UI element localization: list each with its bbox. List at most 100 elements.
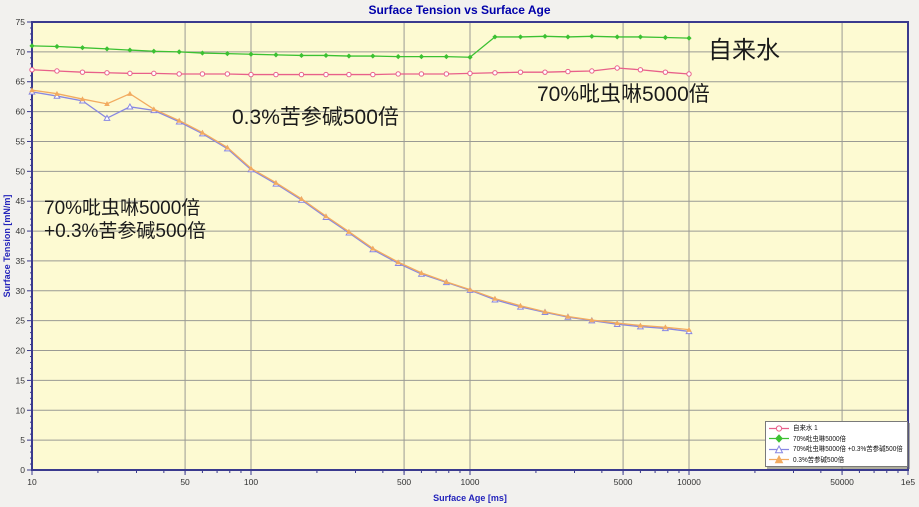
y-tick-label: 35 — [16, 256, 26, 266]
data-point-marker — [443, 71, 450, 77]
y-tick-label: 60 — [16, 107, 26, 117]
y-tick-label: 0 — [20, 465, 25, 475]
data-point-marker — [151, 48, 157, 54]
annotation-mixture-line1: 70%吡虫啉5000倍 — [44, 198, 201, 219]
data-point-marker — [199, 71, 206, 77]
data-point-marker — [467, 286, 473, 292]
data-point-marker — [224, 71, 231, 77]
data-point-marker — [614, 320, 620, 326]
data-point-marker — [224, 51, 230, 57]
data-point-marker — [542, 308, 548, 314]
data-point-marker — [686, 71, 692, 77]
data-point-marker — [29, 67, 35, 73]
data-point-marker — [104, 46, 110, 52]
data-point-marker — [79, 45, 86, 51]
data-point-marker — [54, 90, 60, 96]
x-tick-label: 10000 — [677, 477, 701, 487]
x-tick-label: 500 — [397, 477, 411, 487]
data-point-marker — [323, 213, 329, 219]
y-tick-label: 25 — [16, 316, 26, 326]
y-tick-label: 65 — [16, 77, 26, 87]
data-point-marker — [199, 50, 206, 56]
data-point-marker — [323, 71, 329, 78]
data-point-marker — [54, 43, 60, 50]
data-point-marker — [542, 69, 548, 75]
data-point-marker — [370, 71, 376, 78]
data-point-marker — [589, 317, 595, 323]
annotation-matrine: 0.3%苦参碱500倍 — [232, 106, 399, 129]
data-point-marker — [517, 302, 524, 308]
annotation-mixture: 70%吡虫啉5000倍 +0.3%苦参碱500倍 — [44, 197, 206, 243]
y-tick-label: 50 — [16, 166, 26, 176]
series-line — [31, 35, 690, 58]
data-point-marker — [79, 96, 86, 102]
data-point-marker — [492, 70, 498, 76]
data-point-marker — [565, 313, 571, 319]
data-point-marker — [686, 35, 692, 41]
data-point-marker — [104, 101, 110, 107]
data-point-marker — [565, 34, 571, 40]
data-point-marker — [54, 68, 60, 74]
data-point-marker — [346, 228, 352, 234]
data-point-marker — [103, 114, 111, 121]
data-point-marker — [662, 34, 668, 41]
data-point-marker — [176, 49, 182, 55]
data-point-marker — [662, 69, 669, 75]
data-point-marker — [273, 179, 279, 185]
data-point-marker — [273, 52, 279, 58]
data-point-marker — [248, 71, 254, 78]
x-tick-label: 100 — [244, 477, 258, 487]
data-point-marker — [29, 87, 35, 93]
legend-marker-icon — [769, 455, 789, 464]
data-point-marker — [443, 279, 450, 285]
data-point-marker — [467, 54, 473, 60]
data-point-marker — [298, 71, 305, 78]
data-point-marker — [127, 47, 133, 53]
data-point-marker — [492, 295, 498, 301]
data-point-marker — [589, 33, 595, 39]
data-point-marker — [395, 54, 401, 60]
annotation-imidacloprid: 70%吡虫啉5000倍 — [537, 83, 710, 106]
legend-marker-icon — [769, 444, 789, 454]
data-point-marker — [248, 165, 254, 171]
legend-marker-icon — [769, 434, 789, 443]
y-tick-label: 5 — [20, 435, 25, 445]
data-point-marker — [346, 71, 352, 78]
x-tick-label: 1000 — [461, 477, 480, 487]
data-point-marker — [224, 144, 231, 150]
data-point-marker — [248, 51, 254, 57]
data-point-marker — [637, 322, 644, 328]
data-point-marker — [298, 52, 305, 59]
legend-marker-icon — [769, 425, 789, 432]
series-line — [31, 67, 690, 76]
data-point-marker — [370, 53, 376, 59]
data-point-marker — [565, 68, 571, 75]
data-point-marker — [151, 70, 157, 77]
y-axis-title: Surface Tension [mN/m] — [2, 195, 12, 298]
data-point-marker — [104, 70, 110, 76]
data-point-marker — [418, 270, 425, 276]
data-point-marker — [126, 102, 134, 110]
data-point-marker — [79, 69, 86, 75]
legend-item-label: 自来水 1 — [793, 425, 818, 433]
legend-item: 70%吡虫啉5000倍 +0.3%苦参碱500倍 — [768, 444, 905, 454]
legend-item-label: 70%吡虫啉5000倍 — [793, 435, 846, 443]
data-point-marker — [686, 326, 692, 332]
data-point-marker — [467, 70, 473, 77]
x-axis-title: Surface Age [ms] — [433, 493, 507, 503]
data-point-marker — [395, 71, 401, 77]
data-point-marker — [323, 52, 329, 59]
data-point-marker — [151, 106, 157, 112]
x-tick-label: 50000 — [830, 477, 854, 487]
annotation-mixture-line2: +0.3%苦参碱500倍 — [44, 221, 207, 242]
y-tick-label: 75 — [16, 17, 26, 27]
data-point-marker — [637, 67, 644, 73]
y-tick-label: 45 — [16, 196, 26, 206]
data-point-marker — [418, 54, 425, 60]
legend-box[interactable]: 自来水 1 70%吡虫啉5000倍 70%吡虫啉5000倍 +0.3%苦参碱500倍… — [765, 421, 908, 467]
y-tick-label: 20 — [16, 346, 26, 356]
data-point-marker — [370, 245, 376, 251]
legend-item: 70%吡虫啉5000倍 — [768, 434, 905, 444]
data-point-marker — [273, 71, 279, 78]
